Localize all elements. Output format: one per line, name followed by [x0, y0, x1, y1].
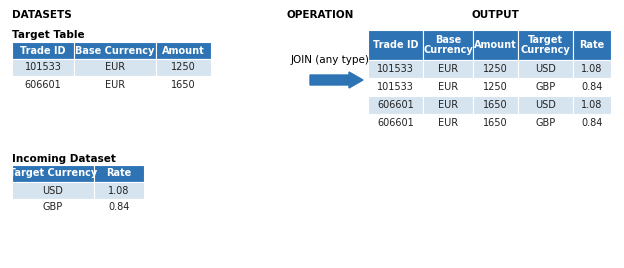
Text: EUR: EUR: [105, 62, 125, 73]
Text: 606601: 606601: [377, 100, 414, 110]
Bar: [74, 76, 156, 93]
Bar: [423, 78, 473, 96]
Text: 101533: 101533: [24, 62, 61, 73]
Bar: [423, 96, 473, 114]
Text: Incoming Dataset: Incoming Dataset: [12, 154, 116, 164]
Text: USD: USD: [42, 185, 64, 195]
Text: 0.84: 0.84: [582, 82, 603, 92]
Bar: [12, 199, 94, 216]
Bar: [473, 60, 518, 78]
Bar: [423, 60, 473, 78]
Text: EUR: EUR: [438, 100, 458, 110]
Text: EUR: EUR: [438, 64, 458, 74]
Text: Rate: Rate: [579, 40, 605, 50]
Text: 1250: 1250: [171, 62, 196, 73]
Text: 1250: 1250: [483, 64, 508, 74]
Text: Trade ID: Trade ID: [373, 40, 418, 50]
Text: EUR: EUR: [438, 82, 458, 92]
Bar: [473, 30, 518, 60]
Bar: [573, 96, 611, 114]
Bar: [368, 114, 423, 132]
Text: OUTPUT: OUTPUT: [471, 10, 519, 20]
Text: 0.84: 0.84: [582, 118, 603, 128]
Bar: [518, 114, 573, 132]
Bar: [74, 59, 156, 76]
Bar: [12, 59, 74, 76]
Text: 0.84: 0.84: [109, 203, 130, 213]
Bar: [156, 76, 211, 93]
Text: Target Currency: Target Currency: [9, 169, 97, 178]
Bar: [94, 165, 144, 182]
Text: GBP: GBP: [535, 82, 555, 92]
Bar: [573, 78, 611, 96]
Bar: [12, 42, 74, 59]
Text: 1650: 1650: [483, 118, 508, 128]
Text: 101533: 101533: [377, 82, 414, 92]
Bar: [423, 114, 473, 132]
Bar: [473, 78, 518, 96]
Text: 1.08: 1.08: [582, 64, 603, 74]
Bar: [94, 182, 144, 199]
Bar: [74, 42, 156, 59]
Text: OPERATION: OPERATION: [286, 10, 354, 20]
Text: USD: USD: [535, 64, 556, 74]
Bar: [518, 30, 573, 60]
Text: Rate: Rate: [106, 169, 132, 178]
Text: 1.08: 1.08: [109, 185, 130, 195]
Text: 1650: 1650: [171, 80, 196, 90]
Text: Target Table: Target Table: [12, 30, 85, 40]
Bar: [573, 30, 611, 60]
Bar: [368, 78, 423, 96]
Text: Trade ID: Trade ID: [20, 46, 66, 55]
Text: DATASETS: DATASETS: [12, 10, 72, 20]
Text: 1650: 1650: [483, 100, 508, 110]
Bar: [423, 30, 473, 60]
Text: JOIN (any type): JOIN (any type): [291, 55, 369, 65]
Text: Target
Currency: Target Currency: [520, 35, 570, 55]
Bar: [518, 78, 573, 96]
Bar: [156, 59, 211, 76]
Bar: [473, 96, 518, 114]
Bar: [368, 60, 423, 78]
Text: USD: USD: [535, 100, 556, 110]
Text: Base Currency: Base Currency: [76, 46, 155, 55]
Bar: [12, 165, 94, 182]
Text: EUR: EUR: [438, 118, 458, 128]
Bar: [12, 182, 94, 199]
Bar: [94, 199, 144, 216]
Bar: [12, 76, 74, 93]
Bar: [518, 60, 573, 78]
Text: Amount: Amount: [162, 46, 205, 55]
Bar: [573, 60, 611, 78]
Text: Amount: Amount: [474, 40, 517, 50]
FancyArrow shape: [310, 72, 363, 88]
Text: 1.08: 1.08: [582, 100, 603, 110]
Text: 606601: 606601: [24, 80, 61, 90]
Bar: [518, 96, 573, 114]
Text: GBP: GBP: [535, 118, 555, 128]
Bar: [473, 114, 518, 132]
Text: EUR: EUR: [105, 80, 125, 90]
Text: 101533: 101533: [377, 64, 414, 74]
Text: 1250: 1250: [483, 82, 508, 92]
Bar: [573, 114, 611, 132]
Bar: [156, 42, 211, 59]
Bar: [368, 30, 423, 60]
Text: 606601: 606601: [377, 118, 414, 128]
Text: GBP: GBP: [43, 203, 63, 213]
Bar: [368, 96, 423, 114]
Text: Base
Currency: Base Currency: [423, 35, 473, 55]
